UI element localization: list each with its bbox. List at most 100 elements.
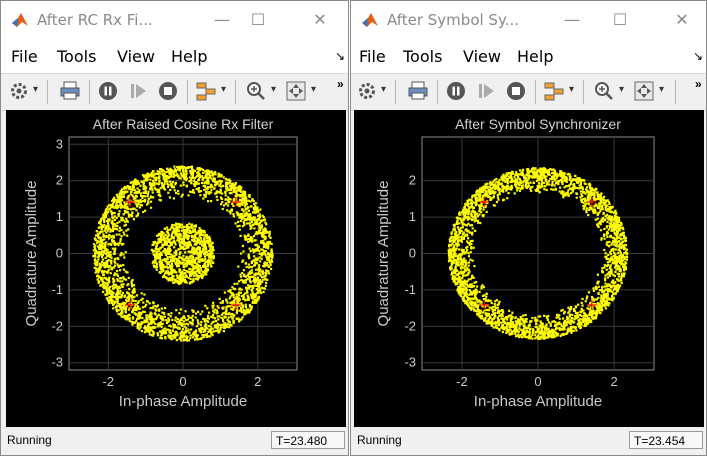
scatter-point bbox=[454, 267, 457, 270]
scatter-point bbox=[561, 317, 565, 320]
scatter-point bbox=[563, 328, 566, 331]
scatter-point bbox=[458, 271, 461, 274]
menu-help[interactable]: Help bbox=[517, 47, 554, 66]
fit-to-view-icon[interactable] bbox=[633, 80, 655, 102]
scatter-point bbox=[219, 182, 222, 185]
zoom-in-icon[interactable] bbox=[593, 80, 615, 102]
scatter-point bbox=[166, 248, 169, 252]
gear-icon[interactable] bbox=[9, 80, 29, 102]
title-bar[interactable]: After Symbol Sy... — ☐ ✕ bbox=[351, 1, 706, 39]
toolbar-overflow-icon[interactable]: » bbox=[695, 77, 702, 91]
scatter-point bbox=[110, 267, 113, 270]
stop-icon[interactable] bbox=[157, 80, 179, 102]
menu-help[interactable]: Help bbox=[171, 47, 208, 66]
chevron-down-icon[interactable]: ▾ bbox=[311, 84, 317, 95]
scatter-point bbox=[473, 210, 477, 213]
highlight-icon[interactable] bbox=[543, 80, 565, 102]
scatter-point bbox=[199, 194, 202, 197]
scatter-point bbox=[187, 250, 190, 253]
scatter-point bbox=[119, 304, 122, 307]
title-bar[interactable]: After RC Rx Fi... — ☐ ✕ bbox=[1, 1, 348, 39]
scatter-point bbox=[588, 311, 591, 314]
menu-file[interactable]: File bbox=[359, 47, 386, 66]
scatter-point bbox=[232, 308, 235, 311]
minimize-icon[interactable]: — bbox=[564, 10, 580, 29]
zoom-in-icon[interactable] bbox=[245, 80, 267, 102]
gear-icon[interactable] bbox=[357, 80, 377, 102]
stop-icon[interactable] bbox=[505, 80, 527, 102]
scatter-point bbox=[251, 275, 255, 279]
constellation-display[interactable]: After Raised Cosine Rx Filter -2 0 2 -3 -2 -1 0… bbox=[6, 110, 346, 427]
scatter-point bbox=[470, 210, 473, 213]
toolbar-overflow-icon[interactable]: » bbox=[337, 77, 344, 91]
maximize-icon[interactable]: ☐ bbox=[612, 10, 628, 29]
menu-tools[interactable]: Tools bbox=[57, 47, 97, 66]
chevron-down-icon[interactable]: ▾ bbox=[381, 84, 387, 95]
scatter-point bbox=[490, 187, 493, 190]
scatter-point bbox=[222, 320, 225, 323]
scatter-point bbox=[154, 261, 157, 264]
scatter-point bbox=[255, 249, 258, 252]
scatter-point bbox=[166, 255, 169, 259]
scope-window-symbol-synchronizer: After Symbol Sy... — ☐ ✕ File Tools View… bbox=[350, 0, 707, 456]
scatter-point bbox=[224, 198, 228, 201]
scatter-point bbox=[188, 243, 191, 246]
scatter-point bbox=[163, 332, 166, 335]
scatter-point bbox=[255, 262, 258, 265]
highlight-icon[interactable] bbox=[195, 80, 217, 102]
scatter-point bbox=[173, 165, 176, 168]
fit-to-view-icon[interactable] bbox=[285, 80, 307, 102]
minimize-icon[interactable]: — bbox=[214, 10, 230, 29]
scatter-point bbox=[193, 177, 196, 180]
menu-file[interactable]: File bbox=[11, 47, 38, 66]
pause-icon[interactable] bbox=[97, 80, 119, 102]
scatter-point bbox=[191, 272, 194, 275]
scatter-point bbox=[197, 182, 200, 185]
scatter-point bbox=[219, 180, 222, 183]
maximize-icon[interactable]: ☐ bbox=[250, 10, 266, 29]
scatter-point bbox=[253, 227, 256, 230]
scatter-point bbox=[603, 248, 606, 252]
chevron-down-icon[interactable]: ▾ bbox=[271, 84, 277, 95]
print-icon[interactable] bbox=[59, 80, 81, 102]
chevron-down-icon[interactable]: ▾ bbox=[569, 84, 575, 95]
close-icon[interactable]: ✕ bbox=[313, 10, 327, 29]
scatter-point bbox=[223, 323, 226, 326]
scatter-point bbox=[457, 248, 461, 251]
dock-arrow-icon[interactable]: ↘ bbox=[335, 49, 346, 63]
constellation-display[interactable]: After Symbol Synchronizer -2 0 2 -3 -2 -1 0 1 2 In… bbox=[354, 110, 704, 427]
chevron-down-icon[interactable]: ▾ bbox=[33, 84, 39, 95]
scatter-point bbox=[204, 260, 208, 263]
scatter-point bbox=[252, 297, 255, 300]
chevron-down-icon[interactable]: ▾ bbox=[619, 84, 625, 95]
scatter-point bbox=[102, 242, 106, 245]
menu-view[interactable]: View bbox=[117, 47, 155, 66]
chevron-down-icon[interactable]: ▾ bbox=[659, 84, 665, 95]
scatter-point bbox=[213, 324, 217, 327]
scatter-point bbox=[130, 285, 134, 288]
scatter-point bbox=[245, 275, 248, 278]
scatter-point bbox=[585, 190, 589, 193]
print-icon[interactable] bbox=[407, 80, 429, 102]
close-icon[interactable]: ✕ bbox=[675, 10, 689, 29]
step-forward-icon[interactable] bbox=[127, 80, 149, 102]
scatter-point bbox=[580, 185, 583, 189]
menu-tools[interactable]: Tools bbox=[403, 47, 443, 66]
scatter-point bbox=[588, 184, 591, 188]
menu-view[interactable]: View bbox=[463, 47, 501, 66]
scatter-point bbox=[180, 165, 184, 168]
scatter-point bbox=[131, 317, 135, 320]
scatter-point bbox=[559, 186, 562, 189]
scatter-point bbox=[197, 237, 200, 240]
pause-icon[interactable] bbox=[445, 80, 467, 102]
scatter-point bbox=[113, 274, 116, 277]
dock-arrow-icon[interactable]: ↘ bbox=[693, 49, 704, 63]
scatter-point bbox=[231, 312, 234, 316]
scatter-point bbox=[247, 263, 250, 266]
scatter-point bbox=[624, 244, 628, 247]
chevron-down-icon[interactable]: ▾ bbox=[221, 84, 227, 95]
scatter-point bbox=[244, 278, 247, 282]
scatter-point bbox=[464, 212, 467, 215]
scatter-point bbox=[588, 206, 591, 209]
step-forward-icon[interactable] bbox=[475, 80, 497, 102]
